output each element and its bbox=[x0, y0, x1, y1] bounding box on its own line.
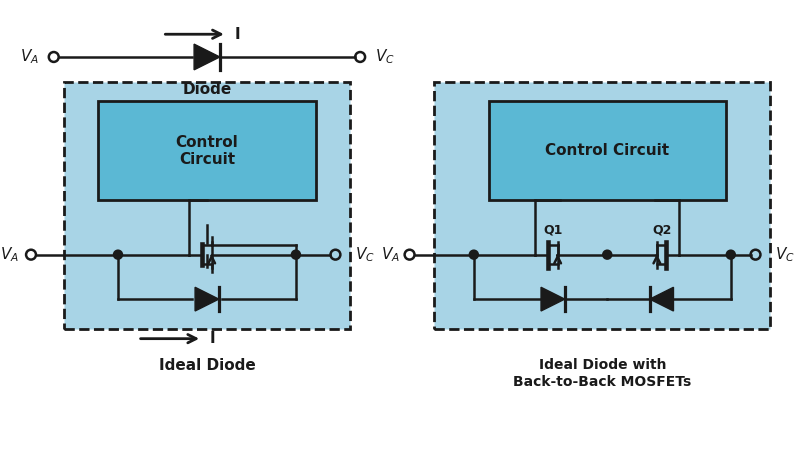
Text: Control
Circuit: Control Circuit bbox=[176, 135, 238, 167]
Text: $V_A$: $V_A$ bbox=[20, 48, 39, 66]
Text: Ideal Diode: Ideal Diode bbox=[158, 359, 256, 374]
Text: Q2: Q2 bbox=[652, 224, 671, 237]
Polygon shape bbox=[650, 287, 674, 311]
Text: Diode: Diode bbox=[182, 82, 232, 97]
Polygon shape bbox=[195, 287, 219, 311]
Polygon shape bbox=[541, 287, 565, 311]
Text: $V_C$: $V_C$ bbox=[375, 48, 395, 66]
Circle shape bbox=[727, 251, 735, 259]
Polygon shape bbox=[194, 44, 220, 70]
FancyBboxPatch shape bbox=[435, 82, 770, 329]
Circle shape bbox=[470, 251, 478, 259]
Circle shape bbox=[114, 251, 122, 259]
Text: $V_A$: $V_A$ bbox=[0, 245, 19, 264]
Bar bbox=[489, 101, 725, 200]
Text: Q1: Q1 bbox=[543, 224, 562, 237]
Text: $V_C$: $V_C$ bbox=[356, 245, 375, 264]
Text: I: I bbox=[235, 27, 240, 42]
Bar bbox=[98, 101, 316, 200]
FancyBboxPatch shape bbox=[64, 82, 350, 329]
Circle shape bbox=[292, 251, 300, 259]
Text: $V_C$: $V_C$ bbox=[775, 245, 795, 264]
Text: Control Circuit: Control Circuit bbox=[545, 144, 670, 158]
Text: Ideal Diode with
Back-to-Back MOSFETs: Ideal Diode with Back-to-Back MOSFETs bbox=[513, 359, 691, 389]
Text: I: I bbox=[210, 331, 216, 346]
Text: $V_A$: $V_A$ bbox=[380, 245, 400, 264]
Circle shape bbox=[603, 251, 611, 259]
